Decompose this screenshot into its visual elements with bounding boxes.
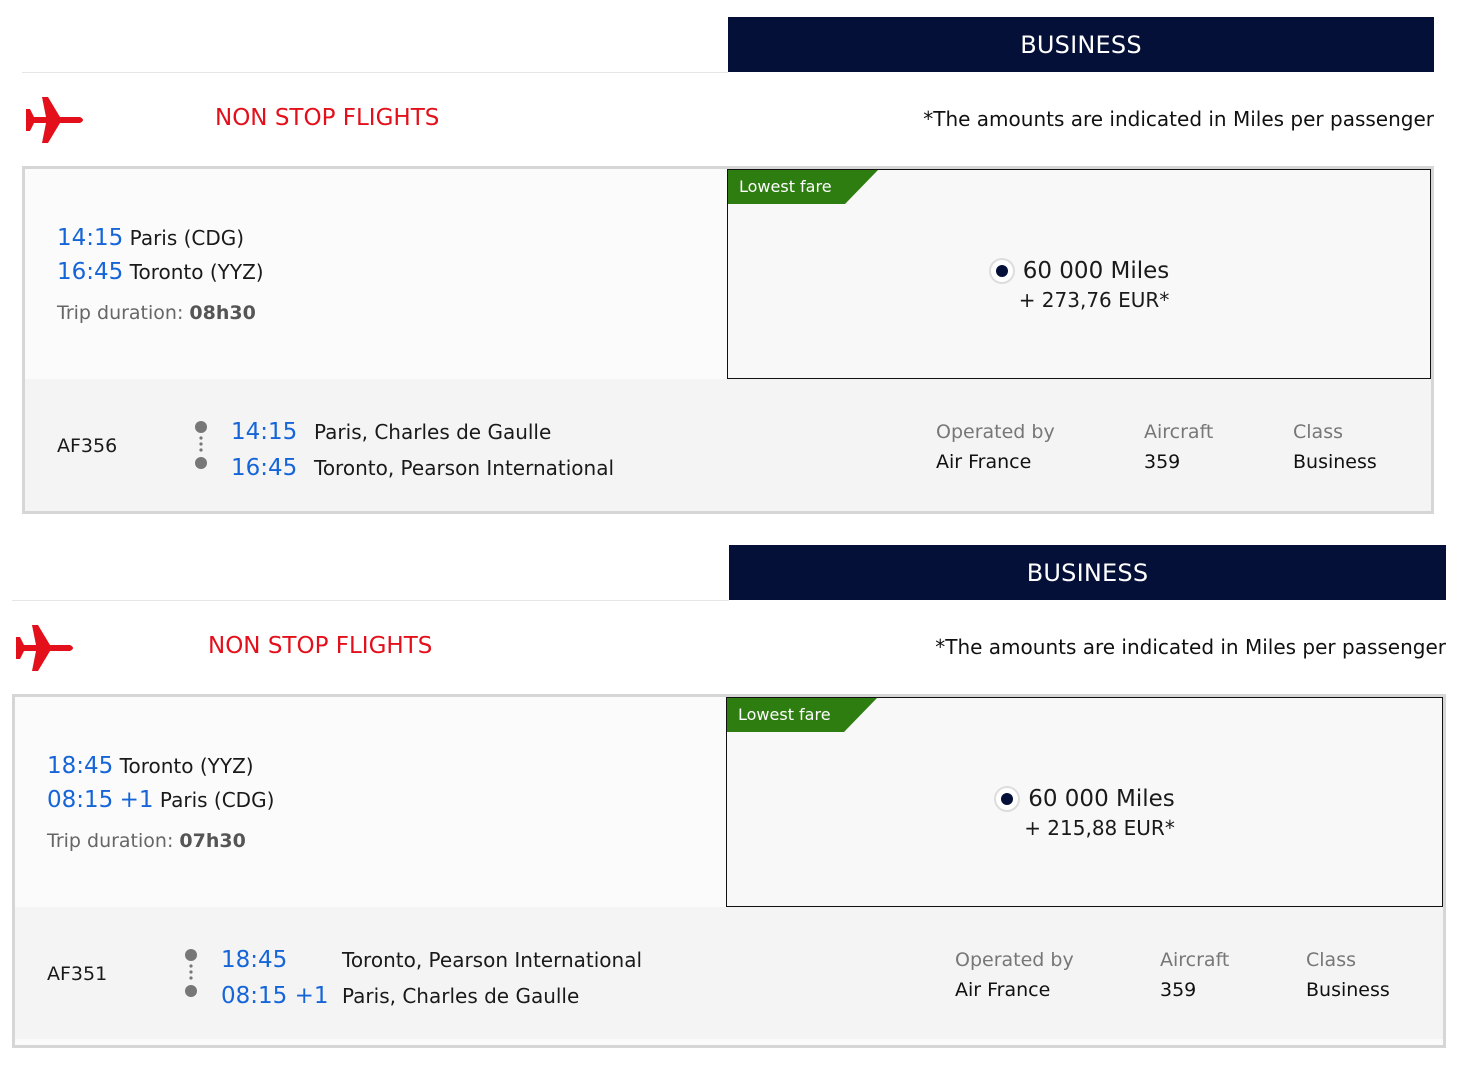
operated-by: Operated by Air France	[936, 421, 1055, 473]
duration-label: Trip duration:	[57, 302, 184, 324]
segment-departure-airport: Toronto, Pearson International	[342, 948, 643, 972]
route-dots-icon	[195, 421, 207, 469]
miles-note: *The amounts are indicated in Miles per …	[923, 107, 1434, 131]
miles-note: *The amounts are indicated in Miles per …	[935, 635, 1446, 659]
cabin-header: BUSINESS	[728, 17, 1434, 72]
fare-radio[interactable]	[988, 258, 1015, 284]
flight-details: AF356 14:15 16:45 Paris, Charles de Gaul…	[25, 379, 1431, 511]
fare-option[interactable]: Lowest fare 60 000 Miles + 273,76 EUR*	[727, 169, 1431, 379]
itinerary-summary: 14:15 Paris (CDG) 16:45 Toronto (YYZ)	[57, 221, 264, 289]
segment-departure-time: 14:15	[231, 419, 298, 445]
trip-duration: Trip duration: 07h30	[47, 830, 246, 852]
departure-time: 18:45	[47, 753, 114, 779]
flight-card[interactable]: 14:15 Paris (CDG) 16:45 Toronto (YYZ) Tr…	[22, 166, 1434, 514]
flight-card[interactable]: 18:45 Toronto (YYZ) 08:15 +1 Paris (CDG)…	[12, 694, 1446, 1048]
arrival-place: Paris (CDG)	[159, 788, 275, 812]
aircraft: Aircraft 359	[1144, 421, 1214, 473]
airplane-icon	[16, 625, 73, 671]
segment-arrival-time: 16:45	[231, 455, 298, 481]
route-dots-icon	[185, 949, 197, 997]
arrival-day-offset: +1	[119, 787, 154, 813]
segment-departure-airport: Paris, Charles de Gaulle	[314, 420, 552, 444]
cabin-class: Class Business	[1306, 949, 1390, 1001]
miles-price: 60 000 Miles	[1028, 786, 1175, 812]
lowest-fare-badge: Lowest fare	[727, 698, 877, 732]
flight-details: AF351 18:45 08:15 +1 Toronto, Pearson In…	[15, 907, 1443, 1039]
aircraft: Aircraft 359	[1160, 949, 1230, 1001]
departure-place: Toronto (YYZ)	[119, 754, 254, 778]
arrival-time: 16:45	[57, 259, 124, 285]
trip-duration: Trip duration: 08h30	[57, 302, 256, 324]
duration-label: Trip duration:	[47, 830, 174, 852]
departure-place: Paris (CDG)	[129, 226, 245, 250]
duration-value: 07h30	[179, 830, 246, 852]
segment-arrival-time: 08:15 +1	[221, 983, 329, 1009]
fare-radio[interactable]	[994, 786, 1021, 812]
flight-block: BUSINESS NON STOP FLIGHTS *The amounts a…	[12, 545, 1446, 1048]
arrival-time: 08:15	[47, 787, 114, 813]
divider	[22, 72, 728, 73]
lowest-fare-badge: Lowest fare	[728, 170, 878, 204]
fare-option[interactable]: Lowest fare 60 000 Miles + 215,88 EUR*	[726, 697, 1443, 907]
surcharge: + 215,88 EUR*	[1024, 816, 1175, 840]
section-heading: NON STOP FLIGHTS	[208, 633, 433, 659]
arrival-place: Toronto (YYZ)	[129, 260, 264, 284]
itinerary-summary: 18:45 Toronto (YYZ) 08:15 +1 Paris (CDG)	[47, 749, 274, 817]
operated-by: Operated by Air France	[955, 949, 1074, 1001]
section-heading: NON STOP FLIGHTS	[215, 105, 440, 131]
flight-number: AF351	[47, 963, 108, 985]
miles-price: 60 000 Miles	[1022, 258, 1170, 284]
duration-value: 08h30	[189, 302, 256, 324]
airplane-icon	[26, 97, 83, 143]
flight-number: AF356	[57, 435, 118, 457]
segment-departure-time: 18:45	[221, 947, 288, 973]
cabin-class: Class Business	[1293, 421, 1377, 473]
departure-time: 14:15	[57, 225, 124, 251]
divider	[12, 600, 729, 601]
flight-block: BUSINESS NON STOP FLIGHTS *The amounts a…	[22, 17, 1434, 514]
segment-arrival-airport: Toronto, Pearson International	[314, 456, 615, 480]
cabin-header: BUSINESS	[729, 545, 1446, 600]
surcharge: + 273,76 EUR*	[1018, 288, 1170, 312]
segment-arrival-airport: Paris, Charles de Gaulle	[342, 984, 580, 1008]
